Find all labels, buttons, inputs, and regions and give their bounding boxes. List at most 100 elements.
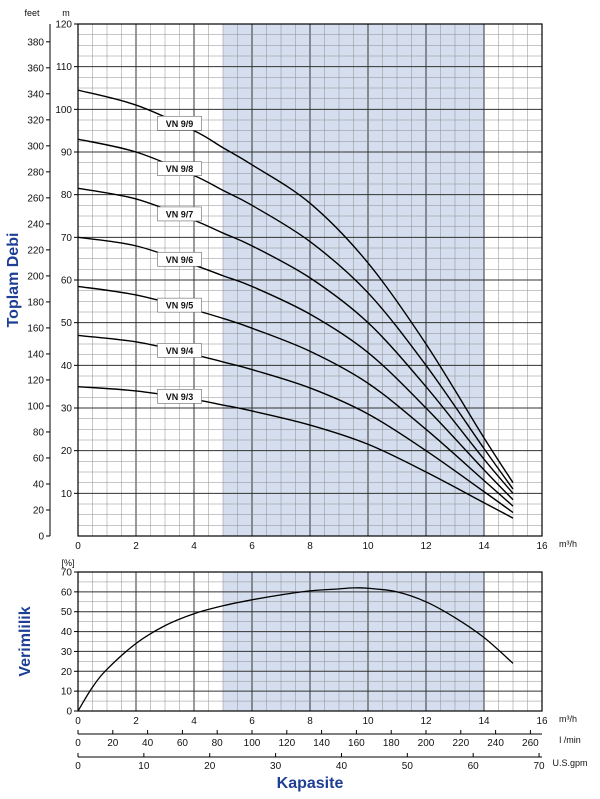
feet-tick-label: 360 bbox=[27, 63, 44, 74]
feet-tick-label: 140 bbox=[27, 349, 44, 360]
curve-label-box bbox=[157, 161, 202, 176]
feet-tick-label: 100 bbox=[27, 401, 44, 412]
feet-tick-label: 380 bbox=[27, 37, 44, 48]
efficiency-y-tick-label: 40 bbox=[61, 627, 73, 638]
gpm-unit-label: U.S.gpm bbox=[552, 758, 587, 768]
feet-tick-label: 200 bbox=[27, 271, 44, 282]
m-tick-label: 70 bbox=[61, 233, 73, 244]
head-x-tick-label: 0 bbox=[75, 541, 81, 552]
feet-tick-label: 280 bbox=[27, 167, 44, 178]
curve-label: VN 9/9 bbox=[166, 119, 194, 129]
curve-label-box bbox=[157, 206, 202, 222]
feet-tick-label: 320 bbox=[27, 115, 44, 126]
curve-label: VN 9/7 bbox=[166, 209, 194, 219]
feet-tick-label: 60 bbox=[33, 453, 45, 464]
curve-label-box bbox=[157, 343, 202, 358]
gpm-tick-label: 60 bbox=[468, 761, 480, 772]
efficiency-x-tick-label: 10 bbox=[362, 716, 374, 727]
gpm-tick-label: 40 bbox=[336, 761, 348, 772]
efficiency-x-tick-label: 2 bbox=[133, 716, 139, 727]
efficiency-y-tick-label: 30 bbox=[61, 647, 73, 658]
curve-label-box bbox=[157, 297, 202, 313]
m-tick-label: 90 bbox=[61, 148, 73, 159]
lmin-unit-label: l /min bbox=[559, 735, 581, 745]
feet-tick-label: 240 bbox=[27, 219, 44, 230]
head-x-tick-label: 8 bbox=[307, 541, 313, 552]
feet-tick-label: 340 bbox=[27, 89, 44, 100]
m-tick-label: 10 bbox=[61, 489, 73, 500]
gpm-tick-label: 50 bbox=[402, 761, 414, 772]
lmin-tick-label: 160 bbox=[348, 738, 365, 749]
gpm-tick-label: 0 bbox=[75, 761, 81, 772]
curve-label-box bbox=[157, 389, 202, 404]
head-x-tick-label: 6 bbox=[249, 541, 255, 552]
curve-label-box bbox=[157, 251, 202, 267]
efficiency-y-tick-label: 20 bbox=[61, 667, 73, 678]
efficiency-curve bbox=[77, 587, 514, 712]
m-tick-label: 110 bbox=[56, 62, 72, 73]
efficiency-plot-frame bbox=[77, 571, 543, 712]
lmin-tick-label: 0 bbox=[75, 738, 81, 749]
x-axis-title: Kapasite bbox=[277, 775, 344, 792]
head-x-tick-label: 14 bbox=[478, 541, 490, 552]
feet-tick-label: 20 bbox=[33, 505, 45, 516]
efficiency-y-axis-title: Verimlilik bbox=[17, 606, 34, 676]
lmin-tick-label: 80 bbox=[212, 738, 224, 749]
efficiency-x-tick-label: 16 bbox=[536, 716, 548, 727]
m-tick-label: 20 bbox=[61, 446, 73, 457]
efficiency-unit-label: [%] bbox=[61, 558, 74, 568]
gpm-tick-label: 30 bbox=[270, 761, 282, 772]
m-tick-label: 120 bbox=[55, 20, 72, 31]
head-x-tick-label: 12 bbox=[420, 541, 432, 552]
feet-tick-label: 120 bbox=[27, 375, 44, 386]
lmin-tick-label: 260 bbox=[522, 738, 539, 749]
feet-tick-label: 160 bbox=[27, 323, 44, 334]
head-x-unit: m³/h bbox=[559, 539, 577, 549]
efficiency-x-tick-label: 4 bbox=[191, 716, 197, 727]
head-x-tick-label: 16 bbox=[536, 541, 548, 552]
efficiency-x-tick-label: 0 bbox=[75, 716, 81, 727]
lmin-tick-label: 120 bbox=[278, 738, 295, 749]
efficiency-y-tick-label: 50 bbox=[61, 607, 73, 618]
m-tick-label: 80 bbox=[61, 190, 73, 201]
m-tick-label: 40 bbox=[61, 361, 73, 372]
efficiency-x-tick-label: 12 bbox=[420, 716, 432, 727]
head-x-tick-label: 2 bbox=[133, 541, 139, 552]
feet-unit-label: feet bbox=[24, 8, 40, 18]
efficiency-y-tick-label: 10 bbox=[61, 687, 73, 698]
feet-tick-label: 40 bbox=[33, 479, 45, 490]
gpm-tick-label: 70 bbox=[534, 761, 546, 772]
lmin-tick-label: 240 bbox=[487, 738, 504, 749]
m-unit-label: m bbox=[62, 8, 70, 18]
lmin-tick-label: 140 bbox=[313, 738, 330, 749]
efficiency-y-tick-label: 60 bbox=[61, 587, 73, 598]
lmin-tick-label: 200 bbox=[418, 738, 435, 749]
m-tick-label: 100 bbox=[55, 105, 72, 116]
lmin-tick-label: 40 bbox=[142, 738, 154, 749]
feet-tick-label: 180 bbox=[27, 297, 44, 308]
feet-tick-label: 0 bbox=[38, 532, 44, 543]
curve-label: VN 9/4 bbox=[166, 346, 194, 356]
efficiency-x-tick-label: 6 bbox=[249, 716, 255, 727]
feet-tick-label: 220 bbox=[27, 245, 44, 256]
lmin-tick-label: 180 bbox=[383, 738, 400, 749]
head-y-axis-title: Toplam Debi bbox=[5, 233, 22, 328]
curve-label-box bbox=[157, 115, 202, 131]
curve-label: VN 9/3 bbox=[166, 392, 194, 402]
gpm-tick-label: 20 bbox=[204, 761, 216, 772]
lmin-tick-label: 220 bbox=[452, 738, 469, 749]
feet-tick-label: 80 bbox=[33, 427, 45, 438]
gpm-tick-label: 10 bbox=[138, 761, 150, 772]
efficiency-x-unit: m³/h bbox=[559, 714, 577, 724]
curve-label: VN 9/8 bbox=[166, 164, 194, 174]
curve-label: VN 9/6 bbox=[166, 255, 194, 265]
lmin-tick-label: 60 bbox=[177, 738, 189, 749]
m-tick-label: 50 bbox=[61, 318, 73, 329]
feet-tick-label: 260 bbox=[27, 193, 44, 204]
m-tick-label: 30 bbox=[61, 404, 73, 415]
efficiency-y-tick-label: 0 bbox=[66, 707, 72, 718]
head-x-tick-label: 4 bbox=[191, 541, 197, 552]
efficiency-x-tick-label: 14 bbox=[478, 716, 490, 727]
